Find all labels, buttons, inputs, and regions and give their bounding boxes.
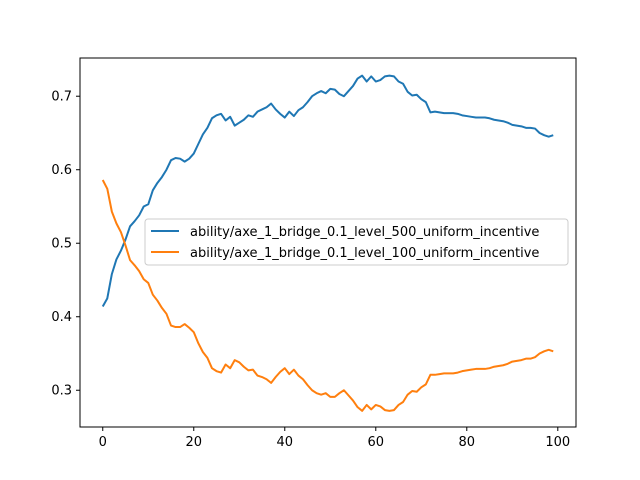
x-tick-label: 60 xyxy=(368,435,385,450)
series-line-0 xyxy=(101,74,554,307)
x-tick-label: 0 xyxy=(99,435,107,450)
legend-box xyxy=(144,218,569,266)
y-tick-label: 0.6 xyxy=(51,163,72,178)
y-tick-label: 0.7 xyxy=(51,90,72,105)
legend-label-series-500: ability/axe_1_bridge_0.1_level_500_unifo… xyxy=(190,225,539,240)
axes-frame xyxy=(79,57,577,428)
x-tick-label: 40 xyxy=(276,435,293,450)
series-layer xyxy=(101,74,554,412)
y-tick-label: 0.4 xyxy=(51,310,72,325)
x-tick-label: 80 xyxy=(459,435,476,450)
series-line-1 xyxy=(101,179,554,412)
legend: ability/axe_1_bridge_0.1_level_500_unifo… xyxy=(144,218,569,266)
legend-label-series-100: ability/axe_1_bridge_0.1_level_100_unifo… xyxy=(190,246,539,261)
plot-area: 0 20 40 60 80 100 0.3 0.4 0.5 0.6 0.7 xyxy=(51,57,577,450)
x-tick-label: 20 xyxy=(185,435,202,450)
y-axis-ticks: 0.3 0.4 0.5 0.6 0.7 xyxy=(51,90,80,399)
x-axis-ticks: 0 20 40 60 80 100 xyxy=(99,427,570,450)
x-tick-label: 100 xyxy=(545,435,570,450)
y-tick-label: 0.3 xyxy=(51,384,72,399)
y-tick-label: 0.5 xyxy=(51,237,72,252)
